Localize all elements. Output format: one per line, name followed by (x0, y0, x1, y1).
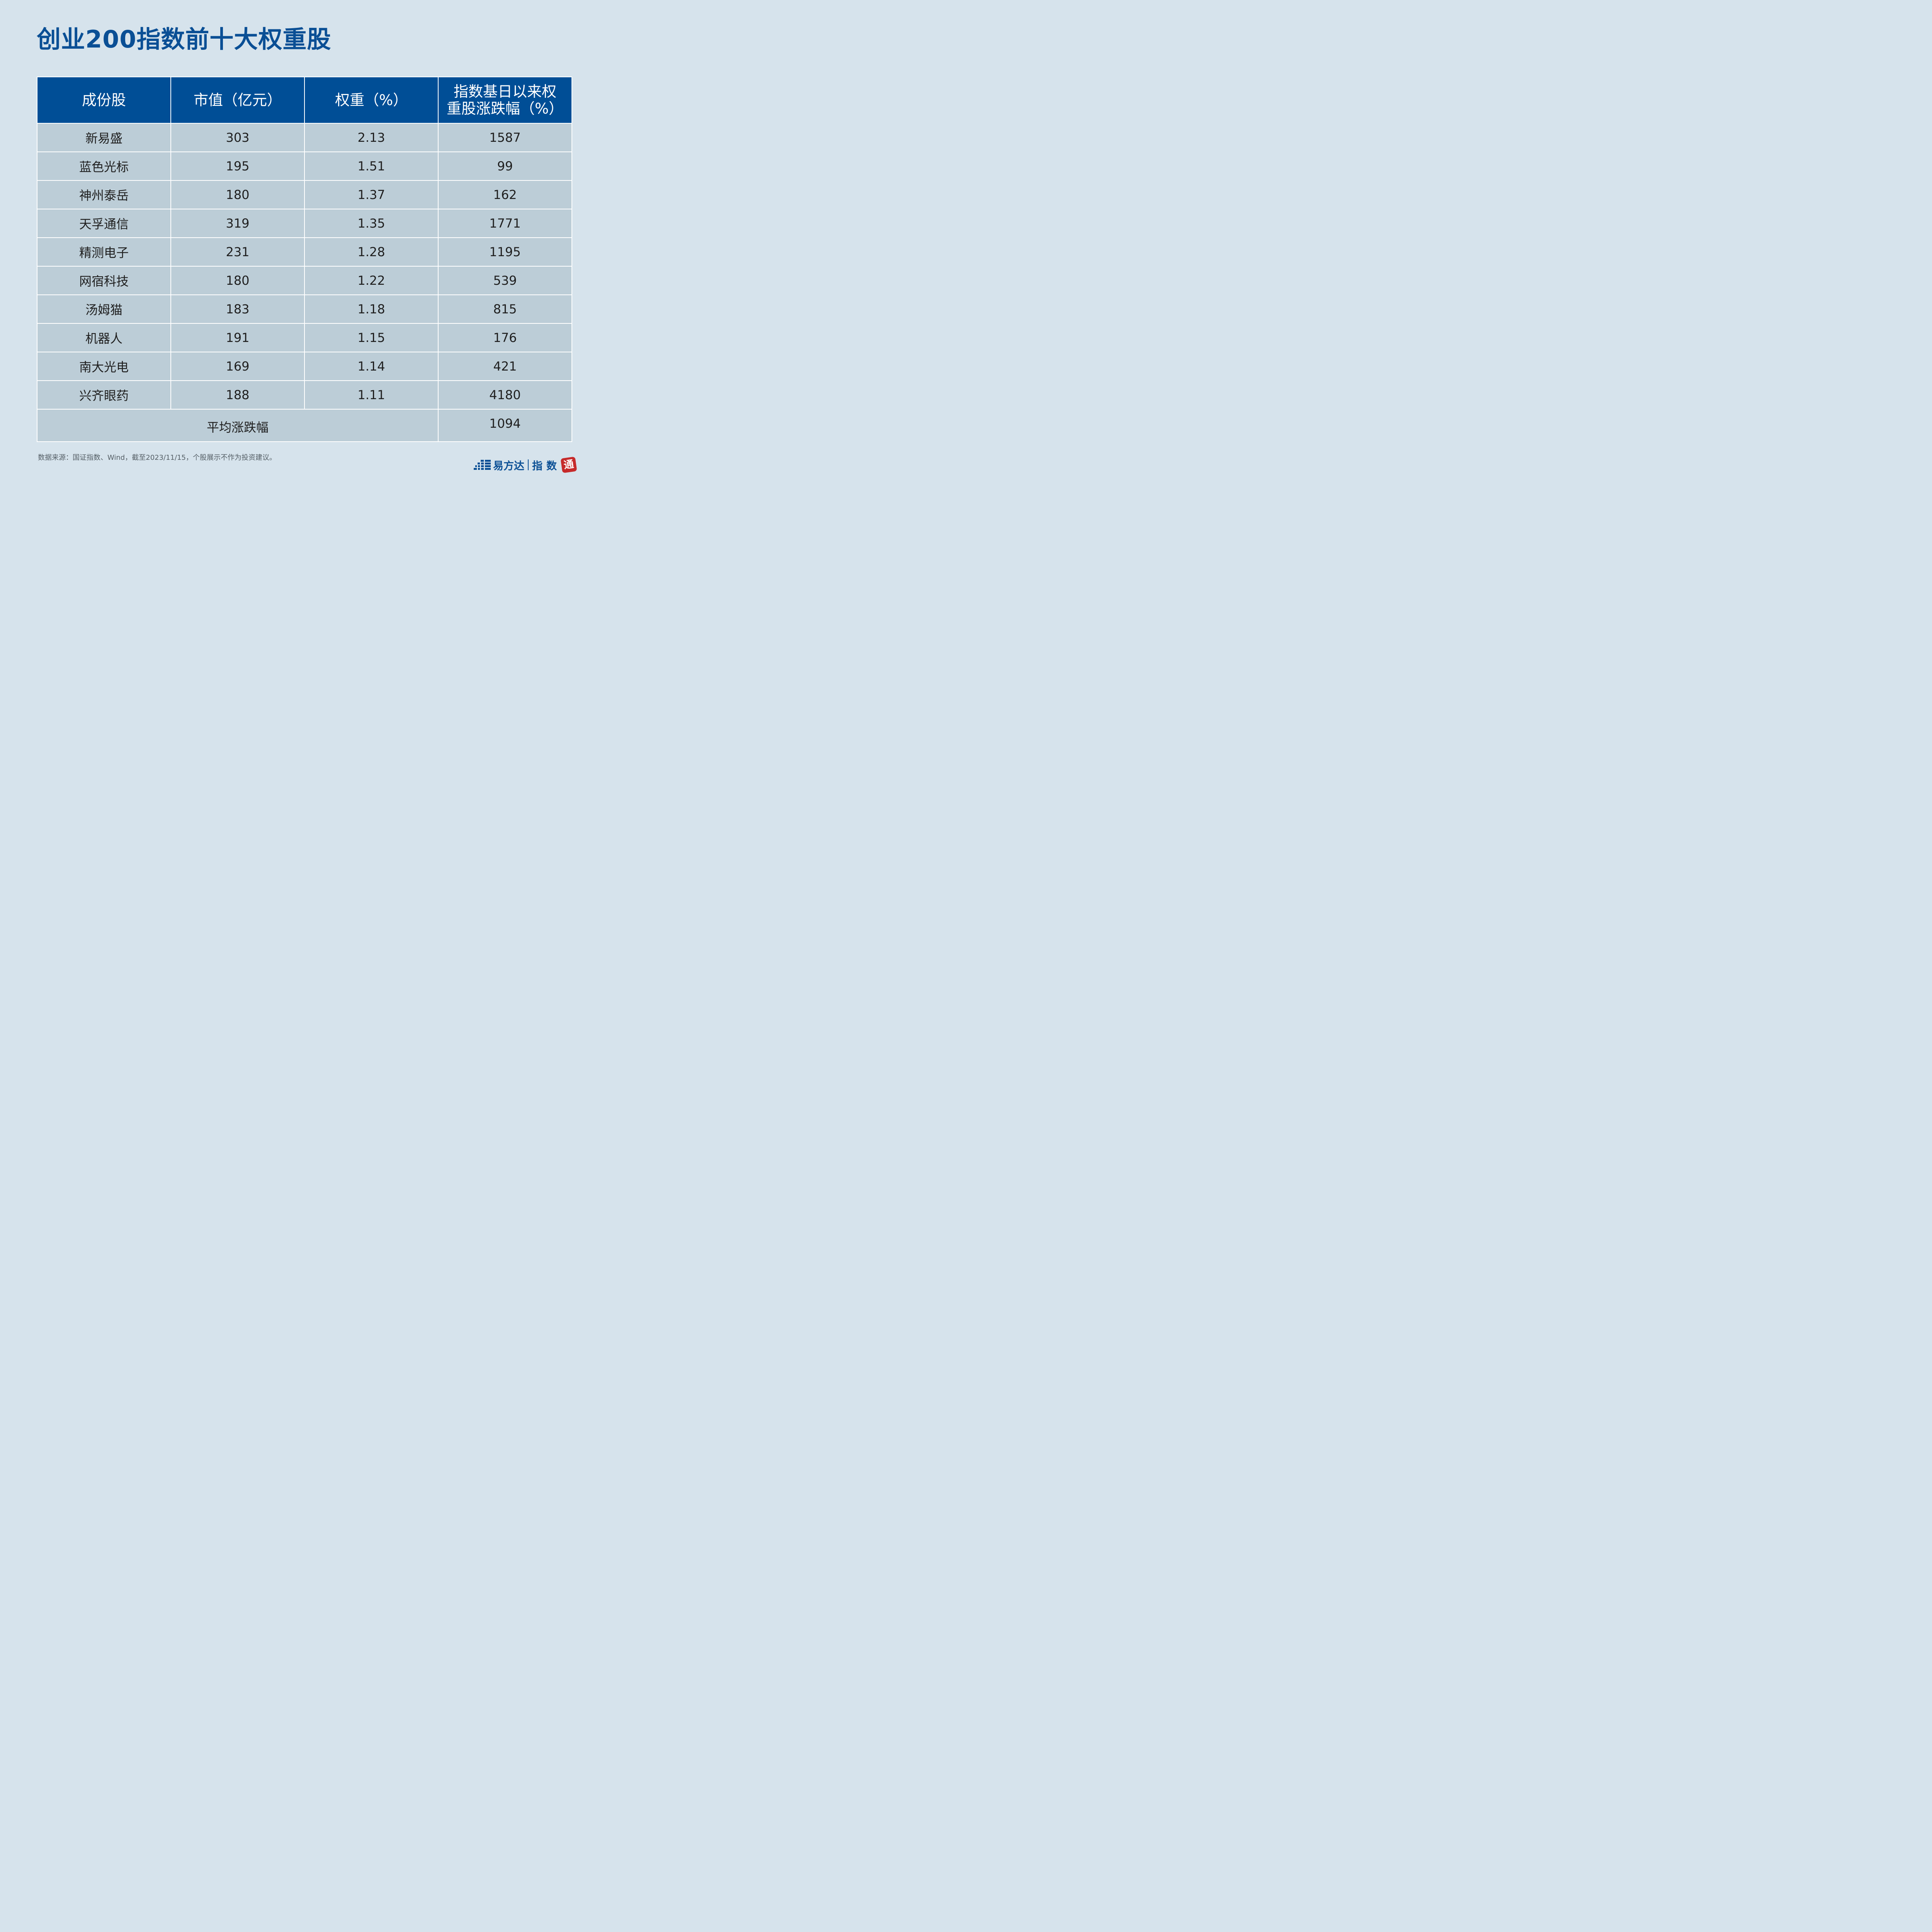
table-row: 汤姆猫 183 1.18 815 (37, 294, 572, 324)
cell-weight: 1.37 (304, 180, 439, 209)
cell-weight: 1.35 (304, 209, 439, 238)
brand-sub: 指数 (532, 460, 561, 472)
page-title: 创业200指数前十大权重股 (37, 25, 332, 53)
cell-market-cap: 180 (170, 266, 305, 295)
header-constituent: 成份股 (37, 77, 171, 124)
cell-constituent: 南大光电 (37, 352, 171, 381)
cell-market-cap: 188 (170, 380, 305, 410)
cell-market-cap: 319 (170, 209, 305, 238)
cell-weight: 1.11 (304, 380, 439, 410)
table-row: 机器人 191 1.15 176 (37, 323, 572, 352)
table-row: 天孚通信 319 1.35 1771 (37, 209, 572, 238)
seal-stamp: 通 (560, 456, 577, 473)
cell-market-cap: 303 (170, 123, 305, 152)
cell-change: 4180 (438, 380, 572, 410)
cell-weight: 1.15 (304, 323, 439, 352)
brand-divider (528, 459, 529, 470)
cell-change: 99 (438, 151, 572, 181)
cell-weight: 1.28 (304, 237, 439, 267)
cell-change: 539 (438, 266, 572, 295)
table-row: 新易盛 303 2.13 1587 (37, 123, 572, 152)
brand-mark-icon (474, 460, 491, 470)
table-row: 精测电子 231 1.28 1195 (37, 237, 572, 267)
cell-weight: 1.51 (304, 151, 439, 181)
cell-constituent: 蓝色光标 (37, 151, 171, 181)
table-row: 网宿科技 180 1.22 539 (37, 266, 572, 295)
cell-weight: 1.18 (304, 294, 439, 324)
table-header-row: 成份股 市值（亿元） 权重（%） 指数基日以来权 重股涨跌幅（%） (37, 77, 572, 124)
cell-constituent: 神州泰岳 (37, 180, 171, 209)
cell-weight: 1.22 (304, 266, 439, 295)
source-note: 数据来源：国证指数、Wind，截至2023/11/15，个股展示不作为投资建议。 (38, 454, 276, 462)
average-label: 平均涨跌幅 (37, 409, 439, 442)
average-value: 1094 (438, 409, 572, 442)
header-change: 指数基日以来权 重股涨跌幅（%） (438, 77, 572, 124)
cell-change: 421 (438, 352, 572, 381)
brand-name: 易方达 (493, 460, 524, 472)
table-row: 南大光电 169 1.14 421 (37, 352, 572, 381)
cell-market-cap: 180 (170, 180, 305, 209)
cell-constituent: 天孚通信 (37, 209, 171, 238)
cell-weight: 2.13 (304, 123, 439, 152)
cell-market-cap: 183 (170, 294, 305, 324)
cell-constituent: 新易盛 (37, 123, 171, 152)
table-row: 兴齐眼药 188 1.11 4180 (37, 380, 572, 410)
cell-change: 1587 (438, 123, 572, 152)
table-row: 蓝色光标 195 1.51 99 (37, 151, 572, 181)
cell-constituent: 汤姆猫 (37, 294, 171, 324)
cell-change: 1195 (438, 237, 572, 267)
cell-weight: 1.14 (304, 352, 439, 381)
table-body: 新易盛 303 2.13 1587 蓝色光标 195 1.51 99 神州泰岳 180 1.37 16… (37, 123, 572, 442)
cell-change: 162 (438, 180, 572, 209)
cell-change: 1771 (438, 209, 572, 238)
cell-constituent: 机器人 (37, 323, 171, 352)
cell-constituent: 网宿科技 (37, 266, 171, 295)
cell-constituent: 精测电子 (37, 237, 171, 267)
cell-market-cap: 231 (170, 237, 305, 267)
table-row: 神州泰岳 180 1.37 162 (37, 180, 572, 209)
cell-change: 815 (438, 294, 572, 324)
cell-market-cap: 195 (170, 151, 305, 181)
cell-market-cap: 191 (170, 323, 305, 352)
cell-constituent: 兴齐眼药 (37, 380, 171, 410)
brand-logo: 易方达 指数 通 (474, 456, 577, 474)
cell-market-cap: 169 (170, 352, 305, 381)
header-market-cap: 市值（亿元） (170, 77, 305, 124)
weights-table: 成份股 市值（亿元） 权重（%） 指数基日以来权 重股涨跌幅（%） 新易盛 303 2… (37, 77, 572, 442)
table-row-average: 平均涨跌幅 1094 (37, 409, 572, 442)
cell-change: 176 (438, 323, 572, 352)
header-weight: 权重（%） (304, 77, 439, 124)
